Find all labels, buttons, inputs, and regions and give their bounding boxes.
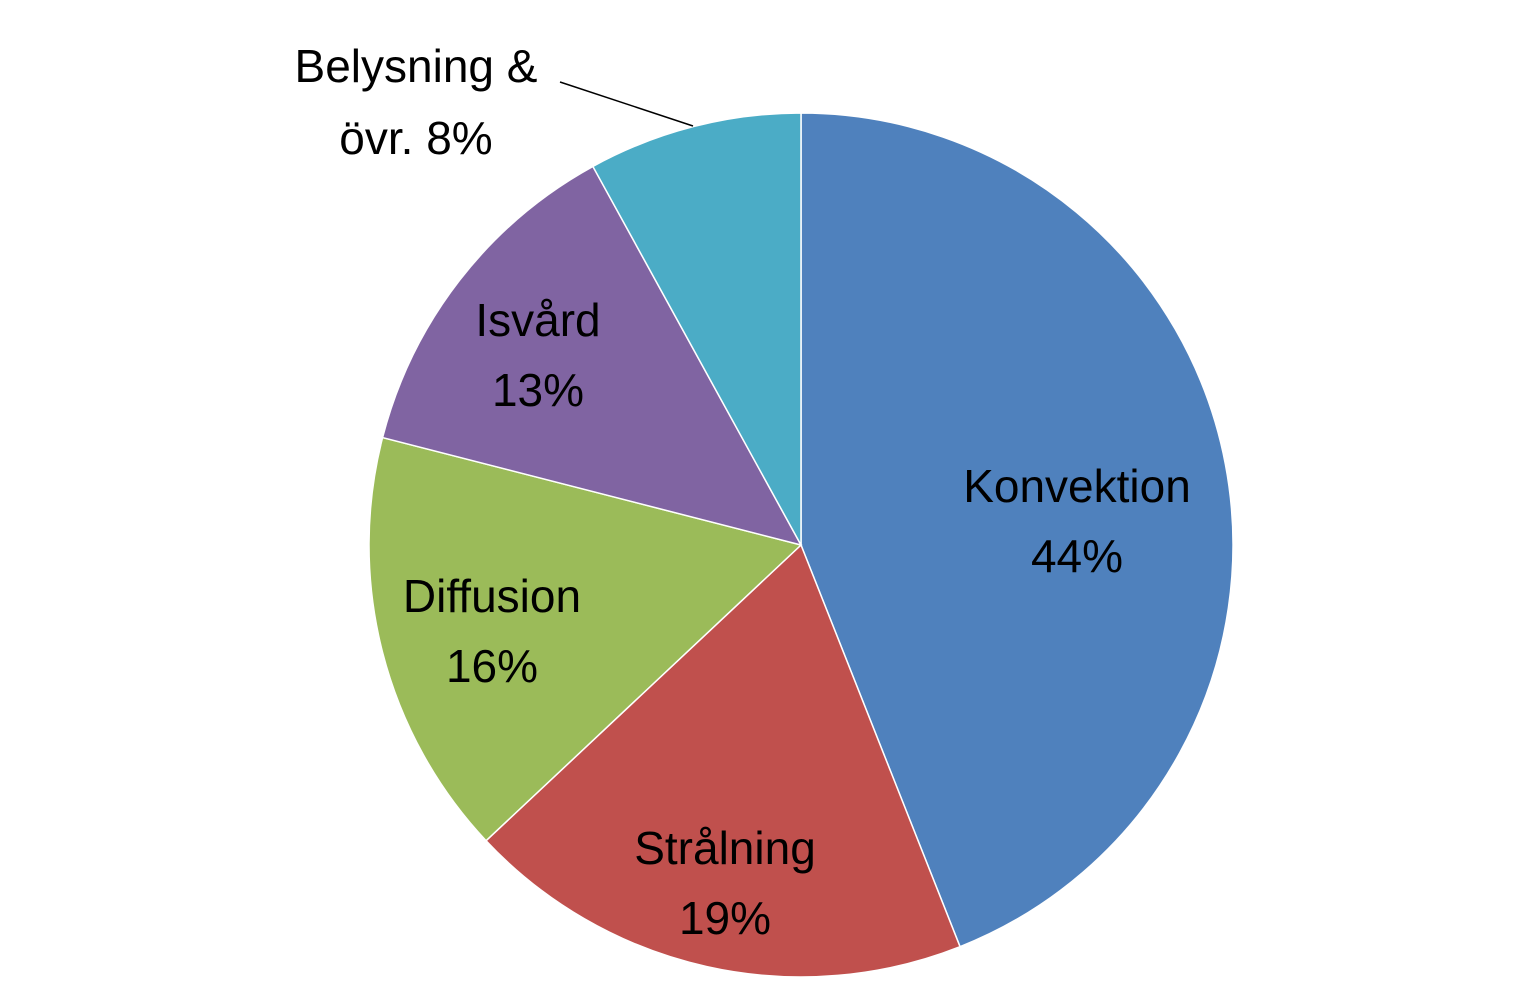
label-belysning-name: Belysning & [295, 40, 538, 92]
pie-slice-strålning [485, 543, 962, 978]
label-diffusion-name: Diffusion [403, 570, 581, 622]
label-diffusion-value: 16% [446, 640, 538, 692]
slice-labels: Konvektion 44% Strålning 19% Diffusion 1… [295, 40, 1191, 944]
pie-slice-isvård [381, 165, 803, 547]
pie-slices [368, 112, 1234, 978]
label-konvektion-value: 44% [1031, 530, 1123, 582]
pie-slice-diffusion [368, 436, 803, 842]
label-stralning-value: 19% [679, 892, 771, 944]
label-isvard-value: 13% [492, 364, 584, 416]
label-stralning-name: Strålning [634, 822, 816, 874]
label-belysning-value: övr. 8% [339, 112, 492, 164]
label-konvektion-name: Konvektion [963, 460, 1191, 512]
pie-slice-belysning [591, 112, 802, 546]
label-isvard-name: Isvård [475, 294, 600, 346]
pie-slice-konvektion [800, 112, 1234, 948]
leader-line-belysning [559, 81, 694, 127]
